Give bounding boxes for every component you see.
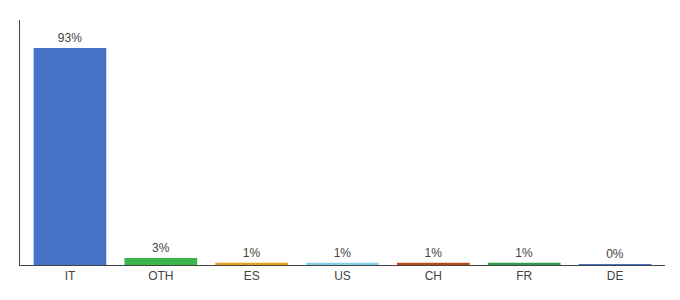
- svg-text:DE: DE: [607, 269, 624, 283]
- svg-text:US: US: [334, 269, 351, 283]
- svg-text:FR: FR: [516, 269, 532, 283]
- svg-text:OTH: OTH: [148, 269, 173, 283]
- svg-text:1%: 1%: [515, 246, 533, 260]
- svg-text:1%: 1%: [334, 246, 352, 260]
- svg-text:1%: 1%: [425, 246, 443, 260]
- svg-text:3%: 3%: [152, 241, 170, 255]
- svg-text:CH: CH: [425, 269, 442, 283]
- svg-text:93%: 93%: [58, 31, 82, 45]
- svg-text:0%: 0%: [606, 247, 624, 261]
- svg-text:1%: 1%: [243, 246, 261, 260]
- svg-text:ES: ES: [244, 269, 260, 283]
- svg-text:IT: IT: [65, 269, 76, 283]
